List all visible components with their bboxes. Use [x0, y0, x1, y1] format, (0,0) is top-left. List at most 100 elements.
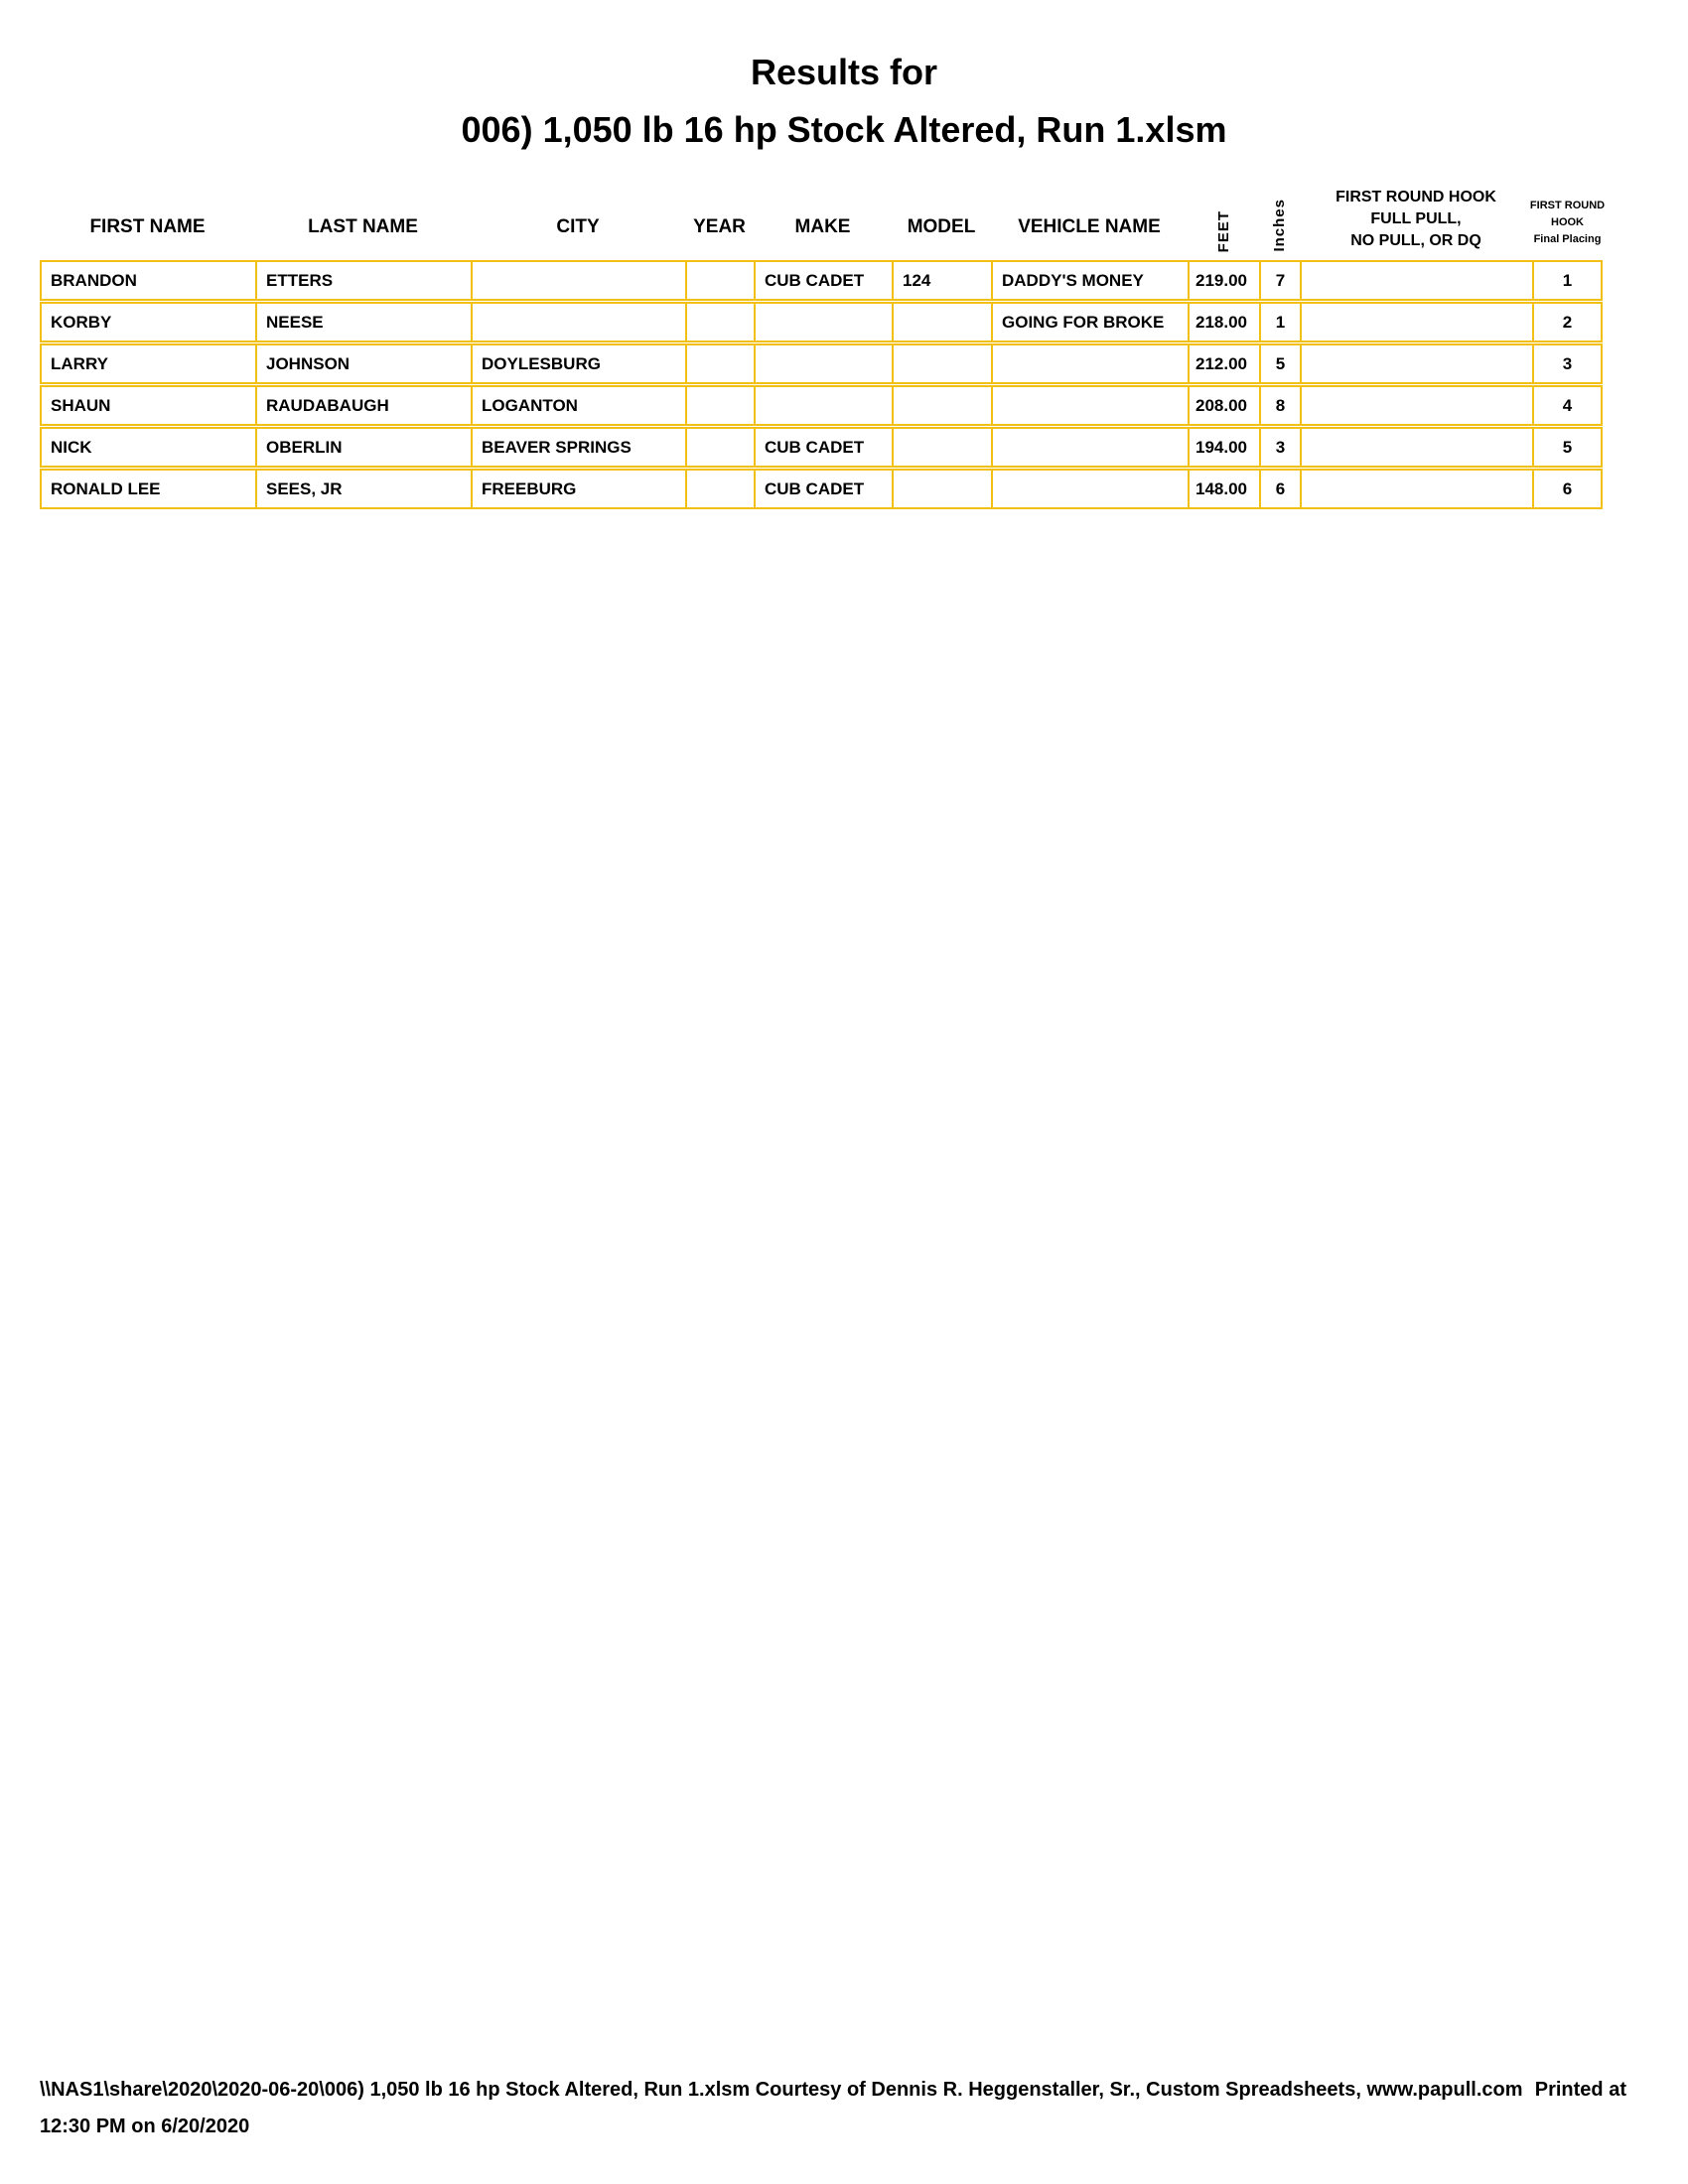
column-header-multiline: FIRST ROUND HOOK Final Placing	[1530, 198, 1605, 260]
cell-hook	[1302, 471, 1534, 507]
cell-model	[894, 304, 993, 341]
table-row: SHAUN RAUDABAUGH LOGANTON 208.00 8 4	[40, 385, 1603, 426]
cell-city: LOGANTON	[473, 387, 687, 424]
cell-placing: 4	[1562, 396, 1573, 415]
cell-model	[894, 387, 993, 424]
cell-feet: 148.00	[1190, 471, 1261, 507]
cell-inches: 5	[1261, 345, 1302, 382]
cell-model	[894, 429, 993, 466]
cell-vehicle-name	[993, 345, 1190, 382]
column-header-label: MAKE	[794, 216, 851, 237]
column-header-vehicle-name: VEHICLE NAME	[991, 216, 1188, 260]
page-footer: \\NAS1\share\2020\2020-06-20\006) 1,050 …	[40, 2075, 1626, 2141]
cell-vehicle-name: GOING FOR BROKE	[993, 304, 1190, 341]
cell-city	[473, 262, 687, 299]
cell-vehicle-name	[993, 471, 1190, 507]
cell-hook	[1302, 304, 1534, 341]
cell-feet: 208.00	[1190, 387, 1261, 424]
cell-last-name: OBERLIN	[257, 429, 473, 466]
cell-city: FREEBURG	[473, 471, 687, 507]
column-header-multiline: FIRST ROUND HOOK FULL PULL, NO PULL, OR …	[1336, 187, 1496, 260]
column-header-label: VEHICLE NAME	[1018, 216, 1161, 237]
page-title: Results for 006) 1,050 lb 16 hp Stock Al…	[0, 50, 1688, 153]
cell-year	[687, 304, 756, 341]
cell-make: CUB CADET	[756, 471, 894, 507]
table-row: LARRY JOHNSON DOYLESBURG 212.00 5 3	[40, 343, 1603, 384]
cell-make: CUB CADET	[756, 262, 894, 299]
column-header-label-rotated: Inches	[1271, 199, 1288, 252]
cell-feet: 219.00	[1190, 262, 1261, 299]
column-header-final-placing: FIRST ROUND HOOK Final Placing	[1530, 198, 1605, 260]
cell-first-name: KORBY	[42, 304, 257, 341]
cell-make	[756, 345, 894, 382]
cell-first-name: NICK	[42, 429, 257, 466]
table-header-row: FIRST NAME LAST NAME CITY YEAR MAKE MODE…	[40, 183, 1605, 260]
cell-city	[473, 304, 687, 341]
cell-last-name: SEES, JR	[257, 471, 473, 507]
cell-year	[687, 387, 756, 424]
footer-line-1: \\NAS1\share\2020\2020-06-20\006) 1,050 …	[40, 2075, 1626, 2105]
cell-vehicle-name	[993, 387, 1190, 424]
results-table: BRANDON ETTERS CUB CADET 124 DADDY'S MON…	[40, 260, 1603, 509]
cell-first-name: BRANDON	[42, 262, 257, 299]
table-row: NICK OBERLIN BEAVER SPRINGS CUB CADET 19…	[40, 427, 1603, 468]
cell-inches: 7	[1261, 262, 1302, 299]
cell-placing: 1	[1562, 271, 1573, 290]
cell-model: 124	[894, 262, 993, 299]
cell-placing: 2	[1562, 313, 1573, 332]
column-header-line: NO PULL, OR DQ	[1350, 232, 1481, 249]
cell-placing: 3	[1562, 354, 1573, 373]
column-header-line: FIRST ROUND	[1529, 200, 1606, 211]
cell-inches: 8	[1261, 387, 1302, 424]
footer-printed-at-label: Printed at	[1534, 2079, 1626, 2101]
column-header-year: YEAR	[685, 216, 754, 260]
footer-file-path: \\NAS1\share\2020\2020-06-20\006) 1,050 …	[40, 2079, 1523, 2101]
cell-hook	[1302, 262, 1534, 299]
cell-first-name: RONALD LEE	[42, 471, 257, 507]
column-header-first-name: FIRST NAME	[40, 216, 255, 260]
cell-year	[687, 429, 756, 466]
column-header-last-name: LAST NAME	[255, 216, 471, 260]
cell-hook	[1302, 387, 1534, 424]
title-line-2: 006) 1,050 lb 16 hp Stock Altered, Run 1…	[461, 109, 1227, 150]
title-line-1: Results for	[750, 52, 938, 92]
column-header-line: HOOK	[1551, 216, 1584, 228]
column-header-first-round-hook: FIRST ROUND HOOK FULL PULL, NO PULL, OR …	[1300, 187, 1532, 260]
column-header-line: FIRST ROUND HOOK	[1336, 189, 1496, 205]
column-header-line: Final Placing	[1533, 233, 1602, 245]
footer-print-timestamp: 12:30 PM on 6/20/2020	[40, 2116, 250, 2137]
cell-year	[687, 345, 756, 382]
cell-placing: 6	[1562, 479, 1573, 498]
table-row: BRANDON ETTERS CUB CADET 124 DADDY'S MON…	[40, 260, 1603, 301]
column-header-label: MODEL	[907, 216, 976, 237]
column-header-city: CITY	[471, 216, 685, 260]
cell-year	[687, 262, 756, 299]
column-header-inches: Inches	[1259, 199, 1300, 260]
cell-first-name: SHAUN	[42, 387, 257, 424]
table-row: RONALD LEE SEES, JR FREEBURG CUB CADET 1…	[40, 469, 1603, 509]
cell-city: BEAVER SPRINGS	[473, 429, 687, 466]
cell-model	[894, 345, 993, 382]
cell-last-name: RAUDABAUGH	[257, 387, 473, 424]
column-header-label-rotated: FEET	[1214, 209, 1232, 252]
cell-last-name: JOHNSON	[257, 345, 473, 382]
column-header-feet: FEET	[1188, 210, 1259, 260]
column-header-model: MODEL	[892, 216, 991, 260]
cell-make: CUB CADET	[756, 429, 894, 466]
cell-inches: 6	[1261, 471, 1302, 507]
cell-first-name: LARRY	[42, 345, 257, 382]
cell-feet: 218.00	[1190, 304, 1261, 341]
cell-vehicle-name	[993, 429, 1190, 466]
column-header-label: CITY	[556, 216, 600, 237]
column-header-label: FIRST NAME	[89, 216, 206, 237]
cell-hook	[1302, 345, 1534, 382]
cell-model	[894, 471, 993, 507]
table-row: KORBY NEESE GOING FOR BROKE 218.00 1 2	[40, 302, 1603, 342]
column-header-make: MAKE	[754, 216, 892, 260]
cell-inches: 3	[1261, 429, 1302, 466]
column-header-label: LAST NAME	[308, 216, 418, 237]
cell-feet: 194.00	[1190, 429, 1261, 466]
cell-year	[687, 471, 756, 507]
cell-inches: 1	[1261, 304, 1302, 341]
